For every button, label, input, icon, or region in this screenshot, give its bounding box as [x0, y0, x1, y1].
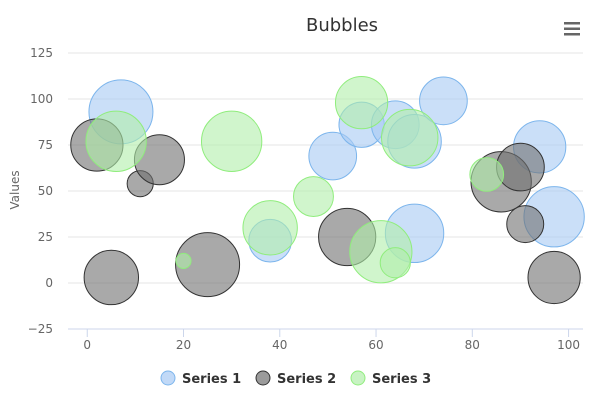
bubble-point[interactable] — [419, 76, 468, 126]
legend-item-series-1[interactable]: Series 1 — [160, 370, 241, 387]
y-tick-label: 100 — [30, 92, 53, 106]
x-tick-label: 40 — [272, 338, 287, 352]
chart-title: Bubbles — [306, 15, 378, 36]
bubble-point[interactable] — [242, 200, 298, 256]
y-tick-label: −25 — [28, 322, 53, 336]
bubble-point[interactable] — [175, 232, 241, 298]
y-tick-label: 0 — [45, 276, 53, 290]
y-tick-label: 125 — [30, 46, 53, 60]
bubble-point[interactable] — [527, 250, 581, 305]
legend-symbol — [255, 370, 271, 386]
legend-item-series-2[interactable]: Series 2 — [255, 370, 336, 387]
x-tick-label: 100 — [557, 338, 580, 352]
x-tick-label: 60 — [368, 338, 383, 352]
bubble-point[interactable] — [506, 205, 545, 244]
bubble-point[interactable] — [85, 110, 147, 172]
legend-symbol — [350, 370, 366, 386]
x-axis-ticks: 0 20 40 60 80 100 — [83, 329, 580, 352]
bubble-point[interactable] — [496, 142, 545, 192]
hamburger-menu-icon — [564, 22, 580, 36]
bubble-point[interactable] — [83, 249, 140, 306]
series-3-bubbles — [85, 76, 505, 284]
legend: Series 1 Series 2 Series 3 — [160, 370, 431, 387]
y-tick-label: 75 — [38, 138, 53, 152]
x-tick-label: 80 — [465, 338, 480, 352]
x-tick-label: 0 — [83, 338, 91, 352]
bubble-point[interactable] — [381, 108, 439, 167]
plot-area — [70, 76, 585, 306]
export-menu-button[interactable] — [558, 16, 586, 40]
bubble-point[interactable] — [379, 247, 411, 279]
legend-label: Series 2 — [277, 372, 336, 387]
legend-label: Series 3 — [372, 372, 431, 387]
bubble-point[interactable] — [469, 157, 505, 192]
bubble-point[interactable] — [175, 252, 192, 269]
x-tick-label: 20 — [176, 338, 191, 352]
legend-label: Series 1 — [182, 372, 241, 387]
y-axis-ticks: −25 0 25 50 75 100 125 — [28, 46, 53, 336]
bubble-point[interactable] — [308, 131, 358, 181]
y-axis-label: Values — [8, 170, 22, 209]
bubble-point[interactable] — [293, 176, 334, 217]
bubble-point[interactable] — [200, 110, 263, 172]
bubble-point[interactable] — [334, 76, 389, 130]
y-tick-label: 25 — [38, 230, 53, 244]
y-tick-label: 50 — [38, 184, 53, 198]
legend-item-series-3[interactable]: Series 3 — [350, 370, 431, 387]
legend-symbol — [160, 370, 176, 386]
